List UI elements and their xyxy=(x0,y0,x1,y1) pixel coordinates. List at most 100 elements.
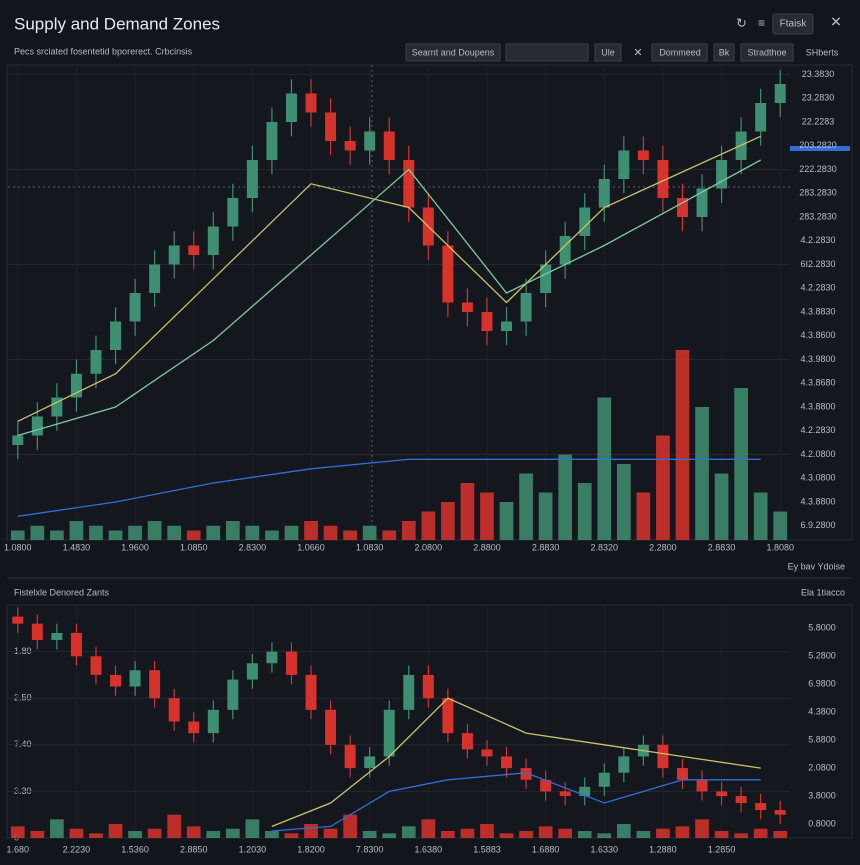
volume-bar xyxy=(695,407,709,540)
volume-bar xyxy=(597,833,612,838)
candle-body xyxy=(755,103,767,132)
y-tick-label: 4.2.2830 xyxy=(800,425,835,435)
candle-body xyxy=(31,416,43,436)
y-tick-label: 23.2830 xyxy=(802,93,835,103)
candle-body xyxy=(481,312,493,331)
candle-body xyxy=(188,245,200,255)
candle-body xyxy=(774,84,786,103)
volume-bar xyxy=(245,819,260,838)
volume-bar xyxy=(343,814,357,838)
x-tick-label: 1.6880 xyxy=(532,844,560,854)
volume-bar xyxy=(675,350,690,540)
candle-body xyxy=(677,198,688,217)
x-tick-label: 1.5360 xyxy=(121,844,149,854)
x-tick-label: 2.0800 xyxy=(415,542,443,552)
volume-bar xyxy=(734,833,748,838)
candle-body xyxy=(31,623,43,640)
toolbar-button[interactable] xyxy=(740,43,794,62)
volume-bar xyxy=(734,388,748,540)
candle-body xyxy=(598,179,610,208)
volume-bar xyxy=(714,473,729,540)
action-button[interactable] xyxy=(772,13,814,35)
volume-bar xyxy=(460,483,475,540)
refresh-icon[interactable]: ↻ xyxy=(736,15,747,30)
x-tick-label: 1.5883 xyxy=(473,844,501,854)
candle-body xyxy=(168,698,180,722)
volume-bar xyxy=(753,492,768,540)
candle-body xyxy=(677,768,688,780)
candle-body xyxy=(266,651,278,664)
y2-tick-label: 0.8000 xyxy=(808,818,836,828)
volume-bar xyxy=(773,831,788,838)
menu-icon[interactable]: ≡ xyxy=(758,16,765,30)
candle-body xyxy=(442,698,454,734)
volume-bar xyxy=(480,492,494,540)
candle-body xyxy=(325,112,337,141)
candle-body xyxy=(559,791,571,797)
candle-body xyxy=(110,674,121,687)
volume-bar xyxy=(577,483,592,540)
candle-body xyxy=(422,674,434,699)
toolbar-label: Stradthoe xyxy=(747,47,786,57)
volume-bar xyxy=(30,831,45,838)
volume-bar xyxy=(636,492,651,540)
volume-bar xyxy=(597,397,612,540)
search-input[interactable] xyxy=(505,43,589,62)
candle-body xyxy=(755,803,767,811)
candle-body xyxy=(246,160,258,198)
toolbar-label[interactable]: SHberts xyxy=(806,47,839,57)
candle-body xyxy=(618,150,630,179)
y-tick-label: 7.40 xyxy=(14,739,32,749)
x-tick-label: 2.8800 xyxy=(473,542,501,552)
volume-bar xyxy=(382,833,397,838)
y-tick-label: 22.2283 xyxy=(802,116,835,126)
candle-body xyxy=(716,160,728,189)
candle-body xyxy=(696,779,708,792)
candle-body xyxy=(188,721,200,734)
candle-body xyxy=(149,264,161,293)
volume-bar xyxy=(499,833,514,838)
volume-bar xyxy=(10,530,25,540)
volume-bar xyxy=(695,819,709,838)
volume-bar xyxy=(343,530,357,540)
x-tick-label: 1.6330 xyxy=(591,844,619,854)
toolbar-button[interactable] xyxy=(713,43,735,62)
candle-body xyxy=(598,772,610,787)
chart-title: Fistelxle Denored Zants xyxy=(14,587,110,597)
candle-body xyxy=(207,226,219,255)
candle-body xyxy=(481,749,493,757)
y2-tick-label: 5.8000 xyxy=(808,623,836,633)
toolbar-button[interactable] xyxy=(651,43,708,62)
volume-bar xyxy=(304,824,318,838)
volume-bar xyxy=(558,454,573,540)
clear-icon[interactable]: ✕ xyxy=(633,47,642,59)
y-tick-label: 1.80 xyxy=(14,646,32,656)
volume-bar xyxy=(460,828,475,838)
candle-body xyxy=(716,791,728,797)
y-tick-label: 6I2.2830 xyxy=(800,259,835,269)
candle-body xyxy=(305,93,317,113)
candle-body xyxy=(774,810,786,815)
volume-bar xyxy=(382,530,397,540)
toolbar-button[interactable] xyxy=(405,43,501,62)
y-tick-label: 203.2820 xyxy=(799,140,837,150)
candle-body xyxy=(51,397,63,417)
volume-bar xyxy=(714,831,729,838)
close-icon[interactable]: ✕ xyxy=(830,14,842,30)
candle-body xyxy=(246,663,258,680)
volume-bar xyxy=(167,525,182,540)
candle-body xyxy=(403,674,415,710)
volume-bar xyxy=(480,824,494,838)
candle-body xyxy=(364,756,376,769)
volume-bar xyxy=(89,833,103,838)
x-tick-label: 1.8080 xyxy=(766,542,794,552)
volume-bar xyxy=(519,473,533,540)
volume-bar xyxy=(225,828,240,838)
volume-bar xyxy=(69,828,84,838)
y-tick-label: 222.2830 xyxy=(799,164,837,174)
toolbar-button[interactable] xyxy=(594,43,622,62)
volume-bar xyxy=(401,826,416,838)
y-tick-label: 4.3.9800 xyxy=(800,354,835,364)
volume-bar xyxy=(538,826,553,838)
